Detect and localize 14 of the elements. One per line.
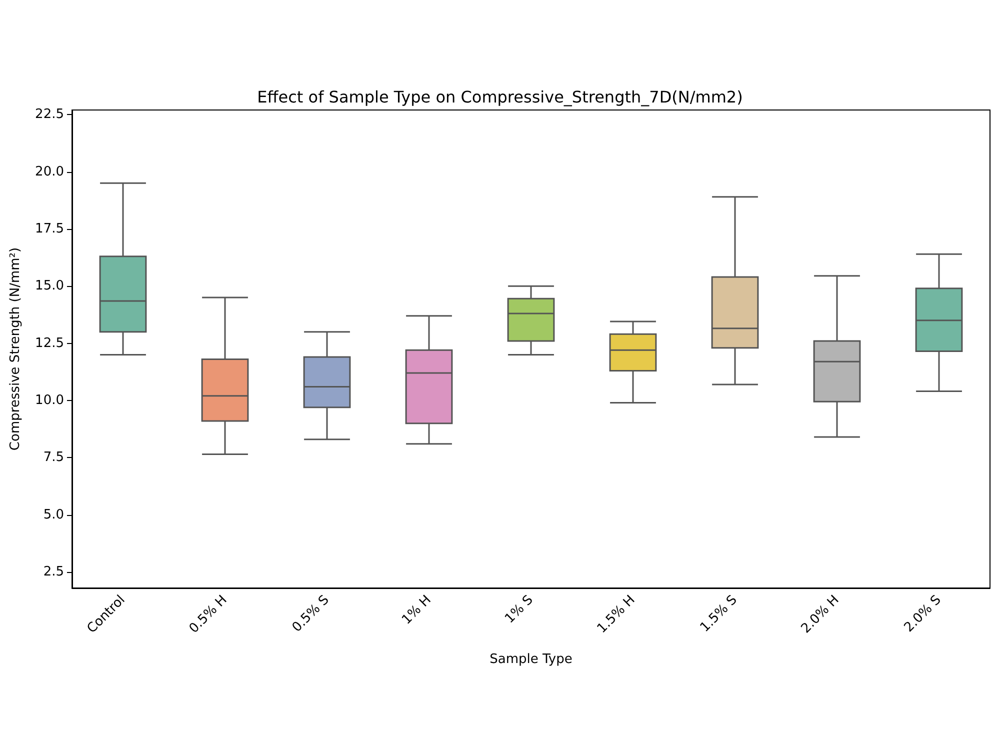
- y-tick-label: 10.0: [35, 392, 64, 408]
- chart-title: Effect of Sample Type on Compressive_Strength_7D(N/mm2): [257, 88, 743, 106]
- y-tick-label: 20.0: [35, 164, 64, 180]
- y-tick-label: 15.0: [35, 278, 64, 294]
- y-tick-label: 2.5: [43, 564, 64, 580]
- y-tick-label: 22.5: [35, 107, 64, 122]
- x-tick-label: 1% S: [502, 592, 536, 627]
- x-tick-label: 1% H: [399, 592, 434, 628]
- y-tick-label: 7.5: [43, 450, 64, 466]
- y-tick-label: 17.5: [35, 221, 64, 236]
- x-axis-title: Sample Type: [490, 652, 572, 667]
- y-axis-title: Compressive Strength (N/mm²): [8, 247, 23, 451]
- y-tick-label: 12.5: [35, 336, 64, 351]
- y-tick-label: 5.0: [43, 507, 64, 522]
